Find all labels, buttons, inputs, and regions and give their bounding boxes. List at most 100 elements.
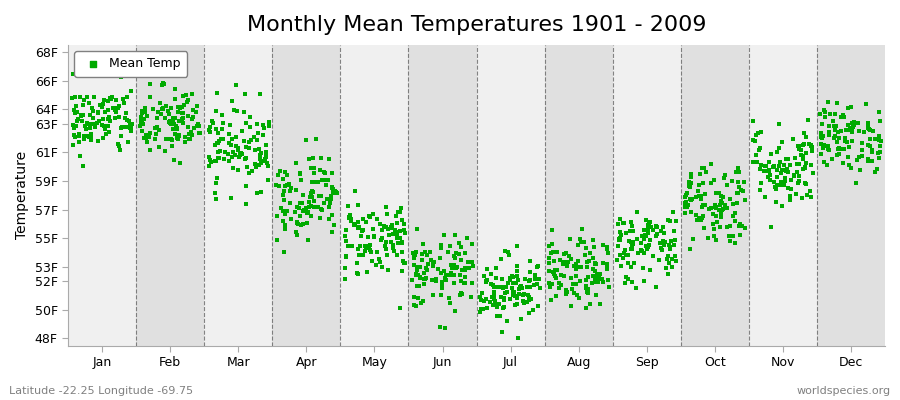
Point [724,178,739,184]
Point [180,99,194,105]
Bar [817,45,885,346]
Point [391,209,405,215]
Point [530,281,544,288]
Point [661,253,675,259]
Point [192,130,206,136]
Point [113,74,128,80]
Point [574,226,589,232]
Point [230,108,244,114]
Point [374,235,389,241]
Point [626,238,640,245]
Point [409,272,423,278]
Point [279,208,293,215]
Point [363,213,377,220]
Point [644,224,658,230]
Point [704,204,718,211]
Point [581,290,596,296]
Point [480,277,494,284]
Point [653,228,668,234]
Point [362,212,376,219]
Point [99,131,113,137]
Point [272,183,286,190]
Point [345,242,359,249]
Point [97,108,112,115]
Point [80,94,94,100]
Point [532,275,546,282]
Point [612,237,626,243]
Point [68,134,83,140]
Bar [476,45,544,346]
Point [772,121,787,127]
Point [278,222,293,229]
Point [390,232,404,238]
Point [662,243,677,250]
Point [732,184,746,190]
Point [134,119,148,125]
Point [698,164,712,171]
Point [523,268,537,275]
Point [270,237,284,243]
Point [554,282,569,288]
Point [176,120,190,127]
Point [775,180,789,186]
Point [637,232,652,238]
Point [806,148,820,154]
Point [167,96,182,102]
Point [494,294,508,300]
Point [237,138,251,144]
Point [142,130,157,137]
Point [167,115,182,122]
Point [762,158,777,165]
Point [518,276,532,282]
Point [523,284,537,291]
Point [257,155,272,162]
Point [314,154,328,161]
Point [519,284,534,290]
Point [161,108,176,114]
Point [85,105,99,111]
Point [749,132,763,138]
Point [426,259,440,266]
Point [397,227,411,233]
Point [71,116,86,122]
Point [69,108,84,115]
Point [385,231,400,237]
Point [653,240,668,246]
Point [418,249,433,255]
Point [641,222,655,228]
Point [763,224,778,231]
Point [618,280,633,286]
Point [733,223,747,229]
Point [241,139,256,146]
Point [224,98,238,104]
Point [325,184,339,191]
Point [589,261,603,267]
Point [695,204,709,210]
Point [550,249,564,255]
Point [385,222,400,228]
Point [383,224,398,231]
Point [836,146,850,152]
Point [723,196,737,202]
Point [72,131,86,137]
Point [91,108,105,115]
Point [238,156,252,163]
Point [302,236,316,243]
Point [436,232,451,238]
Point [417,275,431,282]
Point [720,223,734,230]
Point [872,154,886,161]
Point [328,188,342,194]
Point [783,162,797,168]
Point [683,171,698,178]
Point [182,131,196,137]
Point [505,285,519,292]
Point [667,242,681,249]
Point [252,146,266,152]
Y-axis label: Temperature: Temperature [15,151,29,239]
Point [534,285,548,291]
Point [391,240,405,246]
Point [407,262,421,268]
Point [277,188,292,194]
Point [222,122,237,128]
